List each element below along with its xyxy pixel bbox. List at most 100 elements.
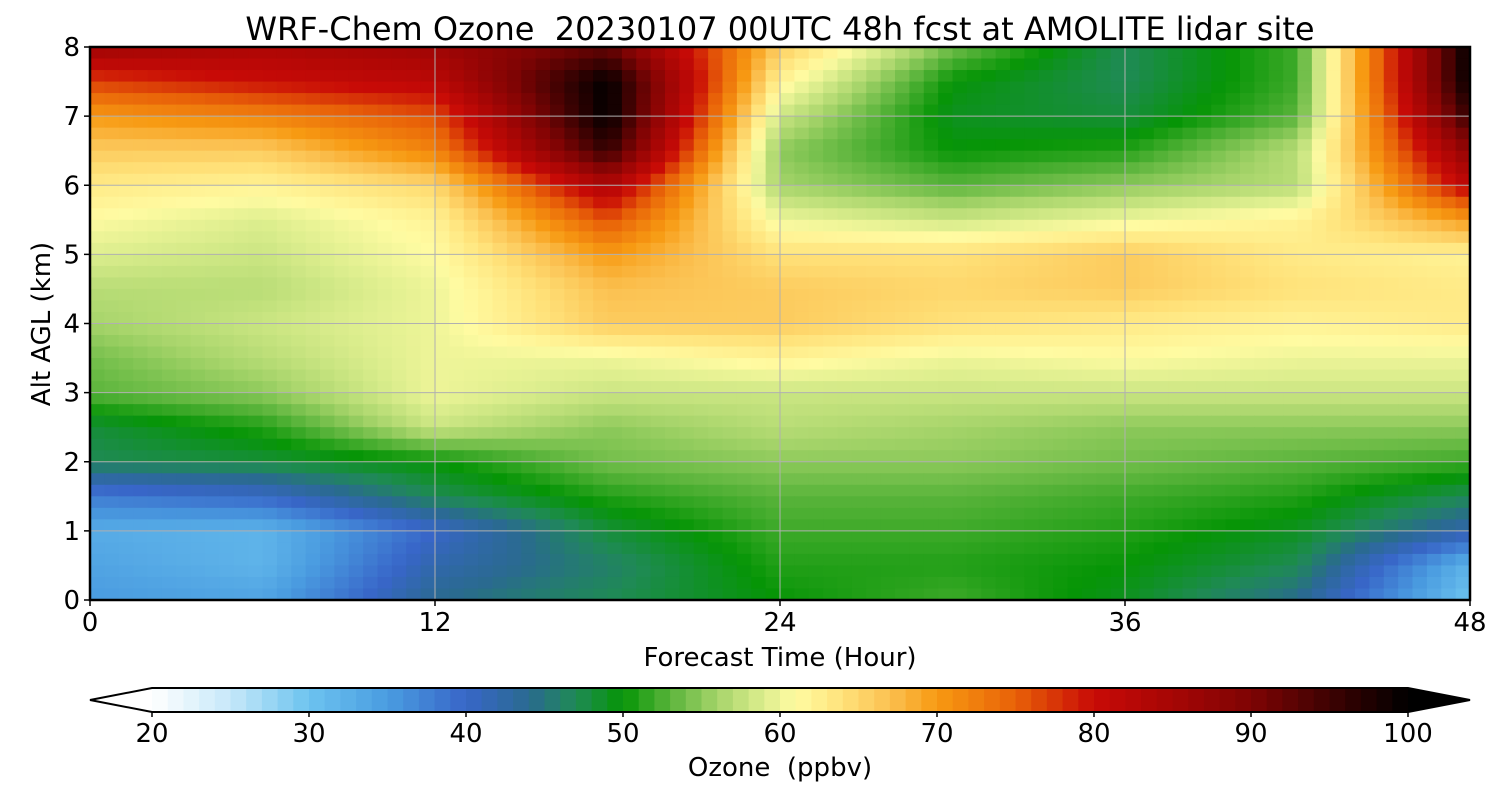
heatmap-cell bbox=[377, 335, 393, 348]
heatmap-cell bbox=[837, 116, 853, 129]
heatmap-cell bbox=[1139, 58, 1155, 71]
heatmap-cell bbox=[1268, 381, 1284, 394]
heatmap-cell bbox=[708, 530, 724, 543]
heatmap-cell bbox=[1168, 150, 1184, 163]
heatmap-cell bbox=[751, 392, 767, 405]
heatmap-cell bbox=[650, 588, 666, 601]
heatmap-cell bbox=[780, 323, 795, 336]
colorbar-segment bbox=[481, 688, 498, 712]
heatmap-cell bbox=[521, 196, 537, 209]
heatmap-cell bbox=[90, 438, 105, 451]
heatmap-cell bbox=[1211, 576, 1227, 590]
heatmap-cell bbox=[866, 277, 882, 290]
heatmap-cell bbox=[391, 484, 407, 497]
heatmap-cell bbox=[377, 323, 393, 336]
heatmap-cell bbox=[736, 358, 752, 371]
heatmap-cell bbox=[1067, 542, 1083, 555]
heatmap-cell bbox=[780, 381, 795, 394]
heatmap-cell bbox=[305, 392, 321, 405]
heatmap-cell bbox=[650, 392, 666, 405]
heatmap-cell bbox=[1369, 231, 1385, 244]
heatmap-cell bbox=[1455, 588, 1471, 601]
heatmap-cell bbox=[722, 323, 738, 336]
heatmap-cell bbox=[636, 346, 652, 359]
heatmap-cell bbox=[823, 473, 839, 486]
heatmap-cell bbox=[1369, 104, 1385, 117]
heatmap-cell bbox=[190, 496, 206, 509]
heatmap-cell bbox=[1383, 162, 1399, 175]
heatmap-cell bbox=[650, 542, 666, 555]
heatmap-cell bbox=[305, 507, 321, 520]
heatmap-cell bbox=[205, 369, 220, 382]
heatmap-cell bbox=[1010, 231, 1025, 244]
heatmap-cell bbox=[564, 392, 580, 405]
heatmap-cell bbox=[1196, 196, 1212, 209]
heatmap-cell bbox=[636, 576, 652, 590]
heatmap-cell bbox=[1067, 519, 1083, 532]
heatmap-cell bbox=[176, 461, 192, 474]
heatmap-cell bbox=[593, 588, 609, 601]
heatmap-cell bbox=[1240, 358, 1255, 371]
heatmap-cell bbox=[190, 392, 206, 405]
heatmap-cell bbox=[521, 415, 537, 428]
heatmap-cell bbox=[233, 461, 249, 474]
heatmap-cell bbox=[233, 208, 249, 221]
heatmap-cell bbox=[276, 358, 292, 371]
heatmap-cell bbox=[506, 369, 522, 382]
heatmap-cell bbox=[837, 450, 853, 463]
heatmap-cell bbox=[837, 484, 853, 497]
heatmap-cell bbox=[564, 415, 580, 428]
heatmap-cell bbox=[406, 300, 422, 313]
heatmap-cell bbox=[665, 461, 680, 474]
heatmap-cell bbox=[1412, 311, 1428, 325]
heatmap-cell bbox=[693, 116, 709, 129]
heatmap-cell bbox=[665, 288, 680, 302]
heatmap-cell bbox=[147, 104, 163, 117]
heatmap-cell bbox=[1182, 70, 1198, 83]
heatmap-cell bbox=[291, 369, 307, 382]
heatmap-cell bbox=[693, 335, 709, 348]
heatmap-cell bbox=[233, 381, 249, 394]
heatmap-cell bbox=[736, 93, 752, 106]
heatmap-cell bbox=[1369, 150, 1385, 163]
heatmap-cell bbox=[995, 450, 1011, 463]
heatmap-cell bbox=[334, 553, 350, 567]
heatmap-cell bbox=[679, 553, 695, 567]
heatmap-cell bbox=[435, 461, 450, 474]
heatmap-cell bbox=[133, 346, 149, 359]
heatmap-cell bbox=[765, 208, 781, 221]
heatmap-cell bbox=[765, 507, 781, 520]
heatmap-cell bbox=[895, 93, 910, 106]
heatmap-cell bbox=[765, 438, 781, 451]
heatmap-cell bbox=[118, 496, 134, 509]
heatmap-cell bbox=[938, 553, 954, 567]
heatmap-cell bbox=[866, 576, 882, 590]
heatmap-cell bbox=[1096, 173, 1112, 186]
heatmap-cell bbox=[966, 473, 982, 486]
heatmap-cell bbox=[377, 461, 393, 474]
heatmap-cell bbox=[435, 196, 450, 209]
heatmap-cell bbox=[780, 93, 795, 106]
heatmap-cell bbox=[1053, 427, 1069, 440]
heatmap-cell bbox=[1326, 530, 1342, 543]
heatmap-cell bbox=[377, 427, 393, 440]
heatmap-cell bbox=[823, 323, 839, 336]
heatmap-cell bbox=[1383, 196, 1399, 209]
heatmap-cell bbox=[909, 196, 925, 209]
heatmap-cell bbox=[1283, 519, 1299, 532]
heatmap-cell bbox=[880, 58, 896, 71]
heatmap-cell bbox=[205, 127, 220, 140]
heatmap-cell bbox=[1240, 346, 1255, 359]
heatmap-cell bbox=[320, 427, 335, 440]
heatmap-cell bbox=[679, 588, 695, 601]
heatmap-cell bbox=[866, 162, 882, 175]
heatmap-cell bbox=[1010, 553, 1025, 567]
heatmap-cell bbox=[952, 404, 968, 417]
heatmap-cell bbox=[1038, 461, 1054, 474]
heatmap-cell bbox=[952, 565, 968, 578]
heatmap-cell bbox=[578, 530, 594, 543]
heatmap-cell bbox=[1297, 93, 1313, 106]
heatmap-cell bbox=[118, 507, 134, 520]
heatmap-cell bbox=[248, 519, 264, 532]
heatmap-cell bbox=[521, 139, 537, 152]
